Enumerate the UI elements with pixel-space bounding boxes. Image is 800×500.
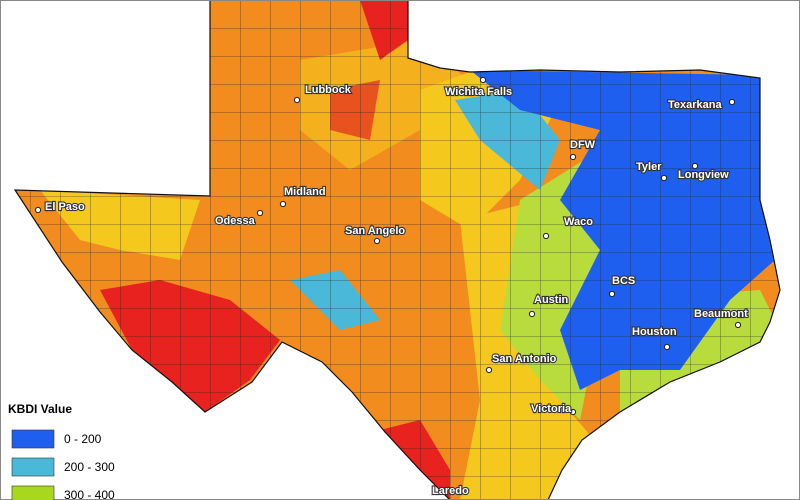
city-marker [293, 96, 301, 104]
city-marker [479, 76, 487, 84]
city-marker [608, 290, 616, 298]
city-label: El Paso [45, 201, 85, 213]
city-label: Beaumont [694, 308, 748, 320]
city-label: Victoria [531, 403, 572, 415]
city-label: Waco [564, 216, 593, 228]
state-outline [13, 0, 781, 500]
city-marker [728, 98, 736, 106]
city-marker [734, 321, 742, 329]
city-label: DFW [570, 139, 596, 151]
legend-label: 300 - 400 [64, 488, 115, 500]
city-label: San Antonio [492, 353, 557, 365]
city-marker [542, 232, 550, 240]
legend-swatch [11, 457, 55, 477]
legend-label: 0 - 200 [64, 432, 102, 446]
city-marker [34, 206, 42, 214]
city-marker [256, 209, 264, 217]
city-label: Midland [284, 186, 326, 198]
city-label: Lubbock [305, 84, 352, 96]
city-marker [279, 200, 287, 208]
legend-label: 200 - 300 [64, 460, 115, 474]
city-marker [373, 237, 381, 245]
city-marker [663, 343, 671, 351]
city-label: Tyler [636, 161, 662, 173]
city-label: Wichita Falls [445, 86, 512, 98]
city-label: San Angelo [345, 225, 405, 237]
city-label: Odessa [215, 215, 256, 227]
city-marker [485, 366, 493, 374]
legend: KBDI Value 0 - 200 200 - 300 300 - 400 [8, 402, 115, 500]
legend-title: KBDI Value [8, 402, 72, 416]
city-marker [569, 153, 577, 161]
legend-swatch [11, 485, 55, 500]
city-layer: Lubbock Wichita Falls Texarkana DFW Tyler Lon… [34, 76, 749, 498]
city-marker [660, 174, 668, 182]
city-label: BCS [612, 275, 635, 287]
city-label: Texarkana [668, 99, 722, 111]
city-label: Longview [678, 169, 729, 181]
city-label: Austin [534, 294, 569, 306]
legend-swatch [11, 429, 55, 449]
city-marker [691, 162, 699, 170]
city-marker [569, 408, 577, 416]
city-marker [528, 310, 536, 318]
city-label: Houston [632, 326, 677, 338]
city-label: Laredo [432, 485, 469, 497]
